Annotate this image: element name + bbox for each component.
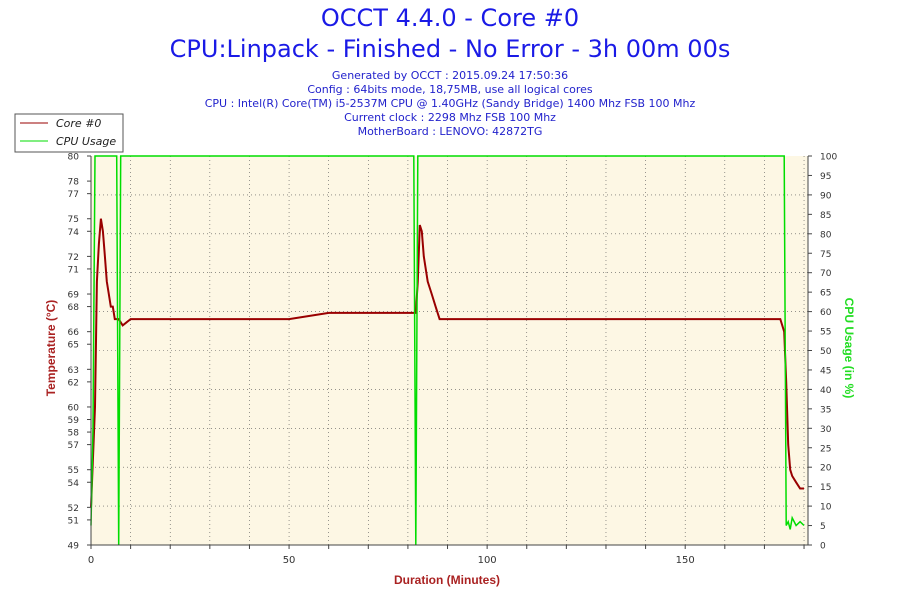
plot-area: [91, 156, 808, 545]
info-generated: Generated by OCCT : 2015.09.24 17:50:36: [331, 69, 569, 82]
right-tick-label: 85: [820, 211, 831, 221]
x-axis-ticks: 0 50 100 150: [88, 545, 805, 566]
right-tick-label: 90: [820, 191, 832, 201]
left-tick-label: 49: [68, 542, 80, 552]
right-tick-label: 55: [820, 328, 831, 338]
right-tick-label: 30: [820, 425, 832, 435]
right-tick-label: 35: [820, 405, 831, 415]
right-tick-label: 5: [820, 522, 826, 532]
left-tick-label: 78: [68, 178, 80, 188]
right-tick-label: 20: [820, 464, 832, 474]
x-axis-label: Duration (Minutes): [394, 573, 500, 587]
legend-label-cpu: CPU Usage: [56, 135, 116, 148]
left-tick-label: 77: [68, 190, 79, 200]
left-tick-label: 55: [68, 466, 79, 476]
left-tick-label: 62: [68, 378, 79, 388]
right-axis-ticks: 0 5 10 15 20 25 30 35 40 45 50 55 60 65 70 75 80 85 90 95 10…: [808, 153, 837, 552]
left-axis-ticks: 49 51 52 54 55 57 58 59 60 62 63 65 66 68 69 71 72 74 75 77…: [68, 153, 91, 552]
series-layer: [90, 155, 805, 546]
right-tick-label: 80: [820, 230, 832, 240]
series-line-cpu-usage: [90, 155, 805, 546]
right-tick-label: 65: [820, 289, 831, 299]
info-config: Config : 64bits mode, 18,75MB, use all l…: [307, 83, 593, 96]
left-tick-label: 54: [68, 479, 80, 489]
info-block: Generated by OCCT : 2015.09.24 17:50:36 …: [0, 69, 900, 139]
right-tick-label: 50: [820, 347, 832, 357]
right-tick-label: 95: [820, 172, 831, 182]
info-cpu: CPU : Intel(R) Core(TM) i5-2537M CPU @ 1…: [204, 97, 696, 110]
right-tick-label: 100: [820, 153, 837, 163]
left-tick-label: 65: [68, 341, 79, 351]
left-tick-label: 74: [68, 228, 80, 238]
right-tick-label: 10: [820, 503, 832, 513]
right-tick-label: 75: [820, 250, 831, 260]
left-tick-label: 63: [68, 366, 79, 376]
legend-label-core: Core #0: [56, 117, 101, 130]
chart-title: OCCT 4.4.0 - Core #0: [320, 4, 580, 32]
left-tick-label: 72: [68, 253, 79, 263]
x-tick-label: 0: [88, 555, 94, 566]
x-tick-label: 50: [283, 555, 296, 566]
right-tick-label: 15: [820, 483, 831, 493]
legend: Core #0 CPU Usage: [14, 113, 124, 153]
right-tick-label: 60: [820, 308, 832, 318]
right-axis-label: CPU Usage (in %): [842, 298, 856, 399]
info-clock: Current clock : 2298 Mhz FSB 100 Mhz: [344, 111, 556, 124]
left-axis-label: Temperature (°C): [44, 300, 58, 397]
right-tick-label: 0: [820, 542, 826, 552]
left-tick-label: 60: [68, 403, 80, 413]
left-tick-label: 58: [68, 429, 80, 439]
right-tick-label: 45: [820, 366, 831, 376]
right-tick-label: 40: [820, 386, 832, 396]
right-tick-label: 70: [820, 269, 832, 279]
left-tick-label: 59: [68, 416, 80, 426]
left-tick-label: 80: [68, 153, 80, 163]
left-tick-label: 66: [68, 328, 80, 338]
left-tick-label: 75: [68, 215, 79, 225]
gridlines: [91, 156, 808, 545]
legend-box: [14, 113, 124, 153]
left-tick-label: 68: [68, 303, 80, 313]
chart-subtitle: CPU:Linpack - Finished - No Error - 3h 0…: [169, 35, 731, 63]
left-tick-label: 51: [68, 516, 79, 526]
right-tick-label: 25: [820, 444, 831, 454]
left-tick-label: 52: [68, 504, 79, 514]
x-tick-label: 100: [478, 555, 497, 566]
left-tick-label: 57: [68, 441, 79, 451]
left-tick-label: 71: [68, 265, 79, 275]
x-tick-label: 150: [676, 555, 695, 566]
left-tick-label: 69: [68, 291, 80, 301]
info-motherboard: MotherBoard : LENOVO: 42872TG: [357, 125, 543, 138]
